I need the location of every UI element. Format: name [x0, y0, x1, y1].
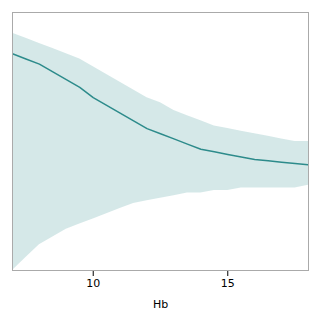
- svg-text:Hb: Hb: [153, 298, 168, 311]
- svg-text:15: 15: [221, 277, 235, 290]
- svg-text:10: 10: [86, 277, 100, 290]
